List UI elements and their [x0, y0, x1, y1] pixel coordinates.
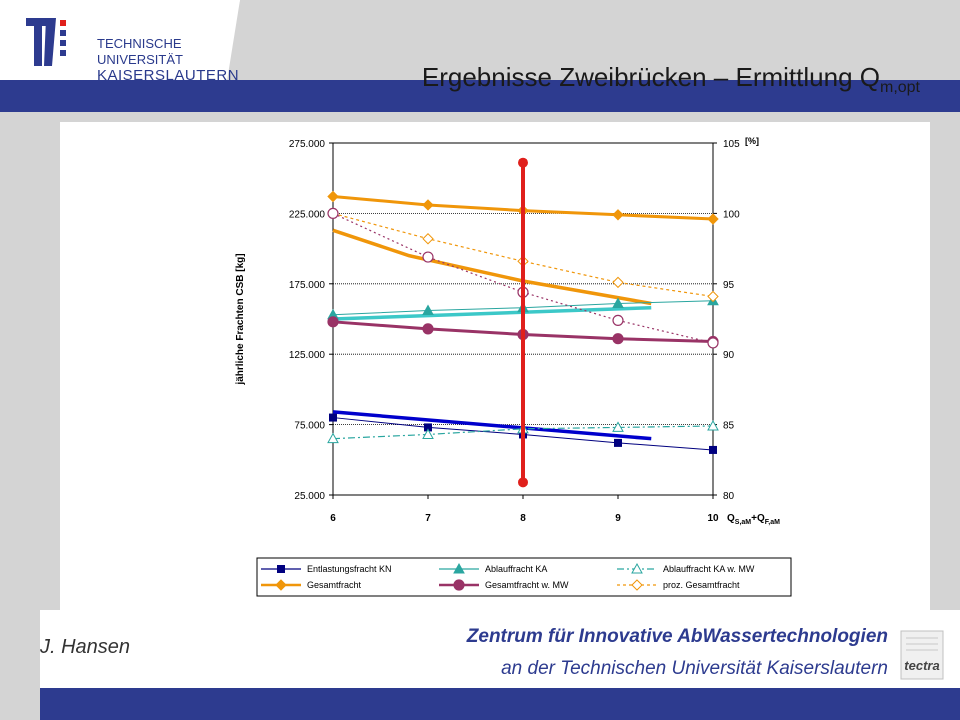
footer-org-subtitle: an der Technischen Universität Kaisersla…: [501, 658, 888, 679]
data-point: [707, 419, 719, 431]
data-point: [612, 297, 624, 309]
x-axis-label: QS,aM+QF,aM: [727, 513, 780, 526]
y2-tick-label: 95: [723, 280, 735, 291]
y2-tick-label: 80: [723, 491, 735, 502]
data-point: [709, 445, 717, 454]
legend-label: Ablauffracht KA w. MW: [663, 564, 755, 574]
y2-axis-label: [%]: [745, 136, 759, 146]
y-tick-label: 275.000: [289, 139, 326, 150]
trend-line-gesamtfracht: [332, 228, 652, 306]
x-tick-label: 8: [520, 513, 526, 524]
legend-marker: [453, 562, 465, 574]
data-point: [422, 428, 434, 439]
page-title-main: Ergebnisse Zweibrücken – Ermittlung Q: [421, 62, 880, 92]
y2-tick-label: 85: [723, 421, 735, 432]
legend-marker: [631, 562, 643, 574]
logo-line2: KAISERSLAUTERN: [97, 67, 240, 84]
tectra-logo: tectra: [900, 630, 944, 680]
x-tick-label: 6: [330, 513, 336, 524]
y-tick-label: 225.000: [289, 209, 326, 220]
y2-tick-label: 90: [723, 350, 735, 361]
data-point: [612, 421, 624, 432]
legend: [256, 557, 792, 597]
legend-marker: [277, 565, 285, 573]
footer-author: J. Hansen: [40, 636, 131, 658]
y2-tick-label: 100: [723, 209, 740, 220]
tectra-logo-text: tectra: [904, 658, 939, 673]
trend-line-ablauffracht: [332, 305, 652, 321]
data-point: [424, 423, 432, 432]
data-point: [707, 337, 719, 349]
data-point: [329, 413, 337, 422]
university-logo-icon: [26, 18, 66, 66]
y-tick-label: 25.000: [294, 491, 325, 502]
footer-org-name: Zentrum für Innovative AbWassertechnolog…: [466, 626, 888, 647]
data-point: [612, 314, 624, 327]
x-tick-label: 9: [615, 513, 621, 524]
y-tick-label: 75.000: [294, 421, 325, 432]
y-axis-label: jährliche Frachten CSB [kg]: [235, 253, 246, 385]
legend-label: proz. Gesamtfracht: [663, 580, 740, 590]
data-point: [422, 251, 434, 263]
data-point: [612, 209, 624, 221]
data-point: [422, 199, 434, 211]
x-tick-label: 10: [707, 513, 719, 524]
x-tick-label: 7: [425, 513, 431, 524]
data-point: [707, 290, 719, 303]
data-point: [327, 316, 339, 328]
data-point: [422, 304, 434, 316]
data-point: [707, 213, 719, 225]
legend-label: Ablauffracht KA: [485, 564, 547, 574]
logo-line1: TECHNISCHE UNIVERSITÄT: [97, 36, 183, 67]
legend-label: Gesamtfracht w. MW: [485, 580, 569, 590]
data-point: [422, 323, 434, 335]
data-point: [327, 432, 339, 444]
data-point: [614, 438, 622, 447]
legend-marker: [453, 579, 465, 591]
data-point: [327, 190, 339, 203]
optimum-marker-bottom: [518, 477, 528, 488]
page-title-sub: m,opt: [879, 79, 920, 97]
legend-label: Gesamtfracht: [307, 580, 362, 590]
university-logo: TECHNISCHE UNIVERSITÄT KAISERSLAUTERN: [22, 14, 239, 84]
y2-tick-label: 105: [723, 139, 740, 150]
data-point: [612, 276, 624, 289]
data-point: [327, 207, 339, 219]
legend-marker: [275, 579, 287, 591]
legend-label: Entlastungsfracht KN: [307, 564, 392, 574]
data-point: [612, 333, 624, 345]
y-tick-label: 125.000: [289, 350, 326, 361]
y-tick-label: 175.000: [289, 280, 326, 291]
legend-marker: [631, 579, 643, 591]
series-line: [332, 212, 714, 298]
trend-line-entlastungsfracht: [332, 410, 652, 441]
data-point: [422, 233, 434, 245]
page-title: Ergebnisse Zweibrücken – Ermittlung Qm,o…: [422, 62, 920, 97]
optimum-marker-top: [518, 157, 528, 168]
university-name: TECHNISCHE UNIVERSITÄT KAISERSLAUTERN: [97, 36, 239, 84]
